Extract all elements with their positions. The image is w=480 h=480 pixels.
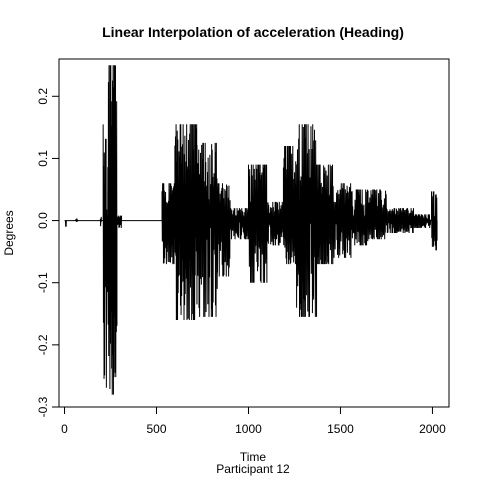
- y-axis: -0.3 -0.2 -0.1 0.0 0.1 0.2: [36, 88, 60, 417]
- x-tick-label: 500: [146, 422, 166, 436]
- y-axis-label: Degrees: [2, 210, 16, 255]
- x-tick-label: 0: [61, 422, 68, 436]
- participant-label: Participant 12: [216, 462, 290, 476]
- y-tick-label: 0.1: [36, 150, 50, 167]
- y-tick-label: 0.2: [36, 88, 50, 105]
- signal-series: [64, 65, 438, 395]
- y-tick-label: -0.2: [36, 334, 50, 355]
- y-tick-label: -0.3: [36, 396, 50, 417]
- x-tick-label: 2000: [419, 422, 446, 436]
- y-tick-label: -0.1: [36, 272, 50, 293]
- x-tick-label: 1000: [235, 422, 262, 436]
- signal-line: [64, 65, 438, 395]
- x-axis-label: Time: [240, 450, 267, 464]
- x-axis: 0 500 1000 1500 2000: [61, 406, 446, 436]
- y-tick-label: 0.0: [36, 212, 50, 229]
- chart-title: Linear Interpolation of acceleration (He…: [102, 24, 404, 40]
- x-tick-label: 1500: [327, 422, 354, 436]
